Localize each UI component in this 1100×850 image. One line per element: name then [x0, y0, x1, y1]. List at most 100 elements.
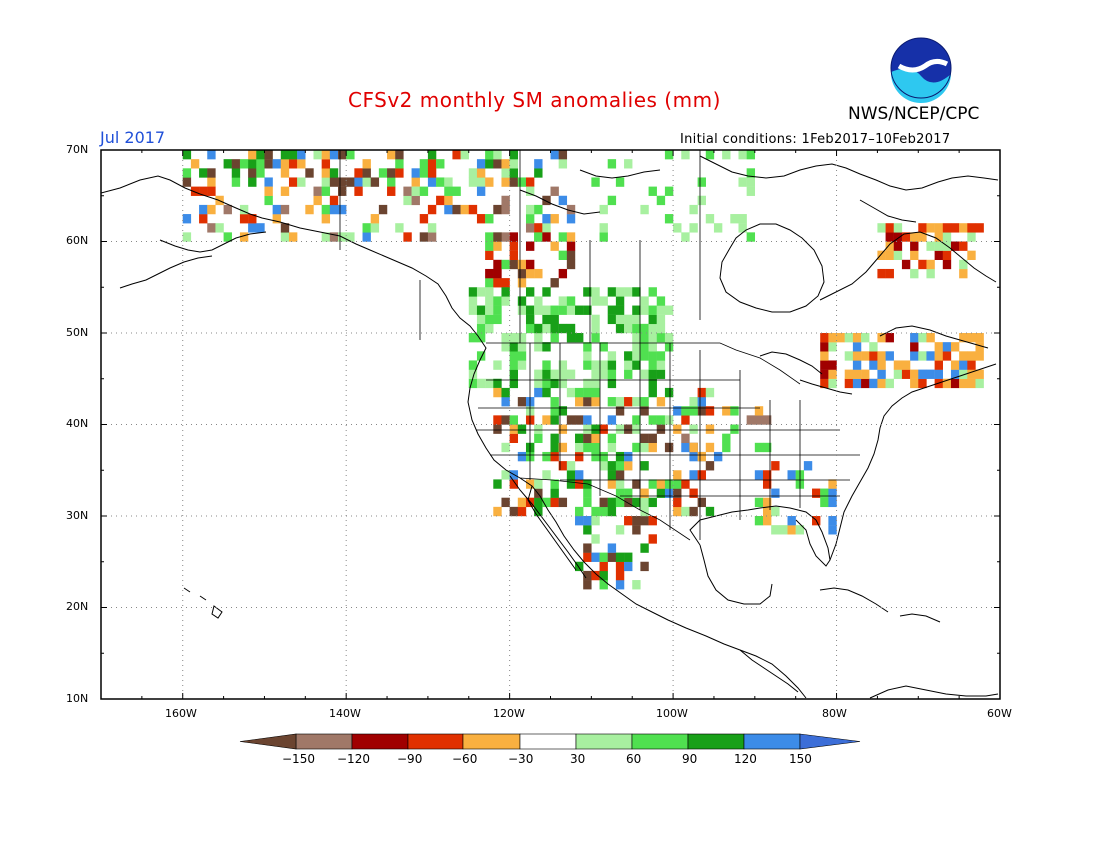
anomaly-cell: [591, 177, 600, 187]
anomaly-cell: [583, 433, 592, 443]
anomaly-cell: [354, 186, 363, 196]
anomaly-cell: [820, 333, 829, 343]
anomaly-cell: [280, 232, 290, 242]
anomaly-cell: [395, 168, 404, 178]
anomaly-cell: [239, 159, 249, 169]
anomaly-cell: [517, 177, 527, 187]
anomaly-cell: [525, 186, 535, 196]
anomaly-cell: [640, 543, 649, 553]
anomaly-cell: [705, 150, 715, 160]
anomaly-cell: [199, 204, 208, 215]
anomaly-cell: [411, 195, 420, 206]
lat-label: 30N: [66, 509, 89, 522]
anomaly-cell: [509, 259, 519, 270]
anomaly-cell: [820, 351, 829, 361]
anomaly-cell: [493, 424, 502, 434]
anomaly-cell: [501, 195, 510, 206]
anomaly-cell: [403, 195, 412, 206]
anomaly-cell: [910, 250, 919, 260]
anomaly-cell: [869, 360, 878, 370]
anomaly-cell: [444, 195, 453, 206]
anomaly-cell: [550, 333, 559, 343]
anomaly-cell: [501, 204, 510, 215]
anomaly-cell: [673, 223, 682, 233]
anomaly-cell: [656, 305, 666, 315]
anomaly-cell: [509, 150, 519, 160]
anomaly-cell: [959, 268, 968, 279]
anomaly-cell: [542, 369, 551, 379]
anomaly-cell: [697, 397, 706, 407]
anomaly-cell: [762, 442, 772, 453]
anomaly-cell: [656, 314, 666, 325]
anomaly-cell: [509, 168, 519, 178]
anomaly-cell: [861, 333, 870, 343]
anomaly-cell: [321, 159, 331, 169]
anomaly-cell: [754, 497, 764, 508]
anomaly-cell: [934, 223, 943, 233]
anomaly-cell: [517, 296, 527, 306]
anomaly-cell: [550, 488, 559, 498]
anomaly-cell: [256, 159, 265, 169]
anomaly-cell: [828, 479, 837, 489]
anomaly-cell: [501, 159, 510, 169]
anomaly-cell: [534, 168, 543, 178]
anomaly-cell: [525, 305, 535, 315]
anomaly-cell: [812, 488, 821, 498]
axis-ticks: [100, 149, 1001, 700]
anomaly-cell: [583, 497, 592, 508]
anomaly-cell: [975, 369, 984, 379]
anomaly-cell: [746, 150, 756, 160]
anomaly-cell: [501, 387, 510, 398]
colorbar-label: −90: [397, 752, 423, 766]
anomaly-cell: [673, 406, 682, 416]
anomaly-cell: [468, 204, 478, 215]
anomaly-cell: [762, 479, 772, 489]
anomaly-cell: [182, 150, 192, 160]
anomaly-cell: [681, 232, 690, 242]
anomaly-cell: [632, 287, 641, 297]
anomaly-cell: [558, 360, 568, 370]
anomaly-cell: [583, 378, 592, 389]
anomaly-cell: [501, 168, 510, 178]
anomaly-cell: [550, 415, 559, 425]
anomaly-cell: [207, 168, 216, 178]
anomaly-cell: [681, 406, 690, 416]
anomaly-cell: [615, 497, 625, 508]
anomaly-cell: [648, 333, 657, 343]
anomaly-cell: [509, 159, 519, 169]
anomaly-cell: [501, 333, 510, 343]
anomaly-cell: [248, 159, 257, 169]
anomaly-cell: [280, 150, 290, 160]
anomaly-cell: [550, 378, 559, 389]
anomaly-cell: [525, 479, 535, 489]
anomaly-cell: [918, 351, 927, 361]
anomaly-cell: [264, 150, 273, 160]
anomaly-cell: [664, 442, 674, 453]
anomaly-cell: [942, 378, 952, 389]
anomaly-cell: [885, 378, 894, 389]
anomaly-cell: [648, 415, 657, 425]
anomaly-cell: [476, 214, 486, 224]
anomaly-cell: [550, 442, 559, 453]
anomaly-cell: [828, 497, 837, 508]
anomaly-cell: [591, 360, 600, 370]
anomaly-cell: [607, 479, 617, 489]
anomaly-cell: [664, 387, 674, 398]
anomaly-cell: [509, 232, 519, 242]
anomaly-cell: [730, 406, 739, 416]
anomaly-cell: [762, 470, 772, 480]
anomaly-cell: [607, 351, 617, 361]
anomaly-cell: [182, 177, 192, 187]
anomaly-cell: [575, 305, 584, 315]
anomaly-cell: [648, 369, 657, 379]
anomaly-cell: [877, 333, 886, 343]
anomaly-cell: [591, 516, 600, 526]
anomaly-cell: [256, 223, 265, 233]
anomaly-cell: [869, 351, 878, 361]
anomaly-cell: [427, 232, 437, 242]
anomaly-cell: [452, 186, 461, 196]
anomaly-cell: [485, 278, 494, 288]
anomaly-cell: [583, 397, 592, 407]
anomaly-cell: [869, 378, 878, 389]
anomaly-cell: [550, 305, 559, 315]
